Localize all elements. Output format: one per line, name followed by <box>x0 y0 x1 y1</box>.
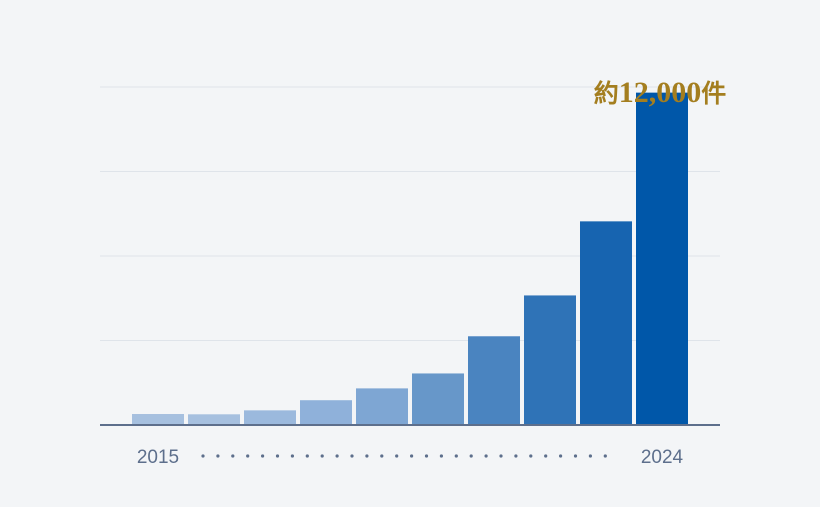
leader-dot <box>484 454 488 458</box>
x-tick-label-end: 2024 <box>641 447 684 468</box>
leader-dot <box>588 454 593 458</box>
leader-dot <box>573 454 578 458</box>
leader-dot <box>544 454 548 458</box>
leader-dot <box>395 454 399 458</box>
leader-dot <box>380 454 384 458</box>
leader-dot <box>201 454 205 458</box>
leader-dot <box>454 454 458 458</box>
bar-2015 <box>132 414 184 425</box>
x-tick-label-start: 2015 <box>137 447 179 468</box>
leader-dot <box>231 454 235 458</box>
leader-dot <box>350 454 354 458</box>
leader-dot <box>514 454 518 458</box>
bar-2017 <box>244 410 296 425</box>
annotation-suffix: 件 <box>701 79 726 108</box>
bar-2019 <box>356 388 408 425</box>
leader-dot <box>439 454 443 458</box>
leader-dot <box>216 454 220 458</box>
leader-dot <box>603 454 607 458</box>
leader-dot <box>410 454 414 458</box>
x-axis-dotted-leader <box>201 454 607 458</box>
annotation-number: 12,000 <box>619 76 702 109</box>
bar-2020 <box>412 373 464 425</box>
leader-dot <box>246 454 250 458</box>
leader-dot <box>559 454 563 458</box>
leader-dot <box>469 454 473 458</box>
leader-dot <box>424 454 429 458</box>
leader-dot <box>290 454 294 458</box>
leader-dot <box>335 454 339 458</box>
bar-2021 <box>468 336 520 425</box>
bars <box>132 92 688 425</box>
leader-dot <box>275 454 280 458</box>
annotation-prefix: 約 <box>594 79 619 108</box>
leader-dot <box>365 454 369 458</box>
bar-2018 <box>300 400 352 425</box>
bar-2024 <box>636 92 688 425</box>
leader-dot <box>305 454 309 458</box>
leader-dot <box>261 454 265 458</box>
bar-2023 <box>580 221 632 425</box>
bar-2022 <box>524 295 576 425</box>
leader-dot <box>529 454 533 458</box>
bar-2016 <box>188 414 240 425</box>
leader-dot <box>320 454 324 458</box>
leader-dot <box>499 454 503 458</box>
peak-value-annotation: 約12,000件 <box>594 76 727 109</box>
